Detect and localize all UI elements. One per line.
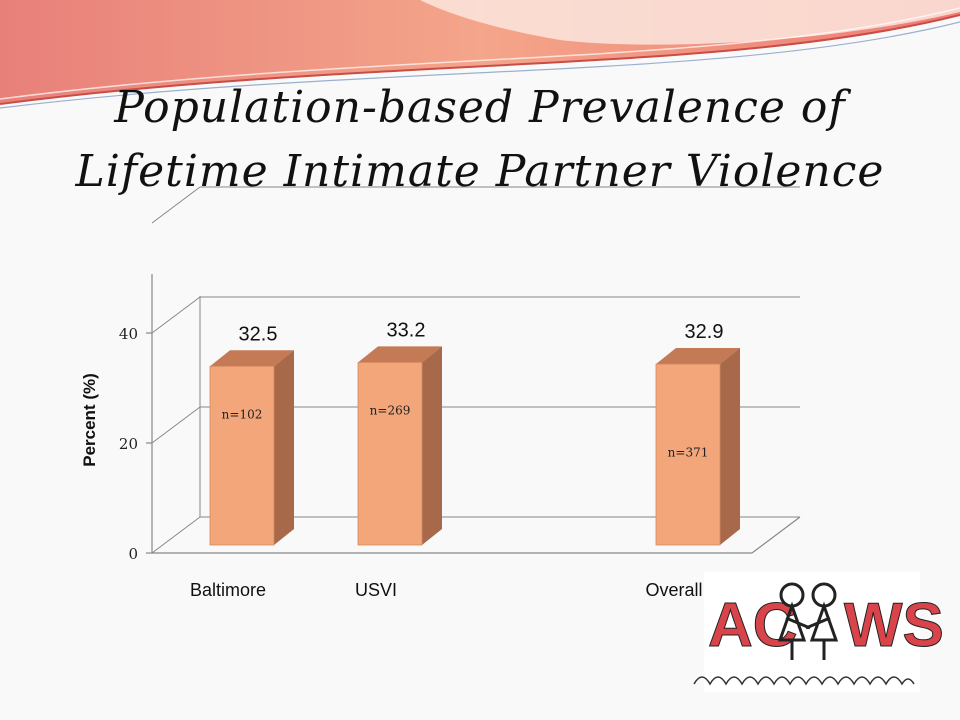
slide-title-line-1: Population-based Prevalence of bbox=[114, 82, 846, 133]
bar-side bbox=[274, 350, 294, 545]
y-tick-label: 20 bbox=[119, 435, 138, 453]
data-label: 33.2 bbox=[387, 319, 426, 341]
bar-top bbox=[210, 350, 294, 367]
sample-size-label: n=371 bbox=[668, 446, 709, 460]
y-axis-ticks: 0 20 40 bbox=[119, 325, 152, 563]
bars bbox=[209, 346, 740, 546]
bar bbox=[655, 348, 740, 546]
bar-front bbox=[209, 365, 275, 546]
x-category-label: Overall bbox=[645, 580, 702, 600]
sample-size-label: n=269 bbox=[370, 403, 411, 417]
bar-top bbox=[358, 346, 442, 363]
y-tick-label: 0 bbox=[128, 545, 138, 563]
bar-front bbox=[357, 361, 423, 546]
x-category-label: USVI bbox=[355, 580, 397, 600]
y-tick-label: 40 bbox=[119, 325, 138, 343]
bar bbox=[209, 350, 294, 546]
x-category-label: Baltimore bbox=[190, 580, 266, 600]
bar-side bbox=[422, 346, 442, 545]
bar-front bbox=[655, 363, 721, 546]
bar bbox=[357, 346, 442, 546]
bar-top bbox=[656, 348, 740, 365]
data-labels: 32.5 n=102 Baltimore 33.2 n=269 USVI 32.9 n=371… bbox=[190, 319, 723, 600]
gridline-diagonal bbox=[151, 186, 201, 224]
slide-title-line-2: Lifetime Intimate Partner Violence bbox=[75, 146, 885, 197]
gridline-diagonal bbox=[151, 296, 201, 334]
y-axis-label: Percent (%) bbox=[80, 373, 99, 467]
svg-text:AC: AC bbox=[708, 591, 798, 660]
svg-text:WS: WS bbox=[844, 591, 944, 660]
data-label: 32.9 bbox=[685, 321, 724, 343]
acws-logo: AC WS bbox=[693, 572, 944, 692]
sample-size-label: n=102 bbox=[222, 407, 263, 421]
data-label: 32.5 bbox=[239, 323, 278, 345]
chart-frame bbox=[151, 274, 801, 554]
bar-side bbox=[720, 348, 740, 545]
floor-right-edge bbox=[751, 516, 801, 554]
header-banner bbox=[0, 0, 960, 109]
gridline-diagonal bbox=[151, 516, 201, 554]
gridline-diagonal bbox=[151, 406, 201, 444]
